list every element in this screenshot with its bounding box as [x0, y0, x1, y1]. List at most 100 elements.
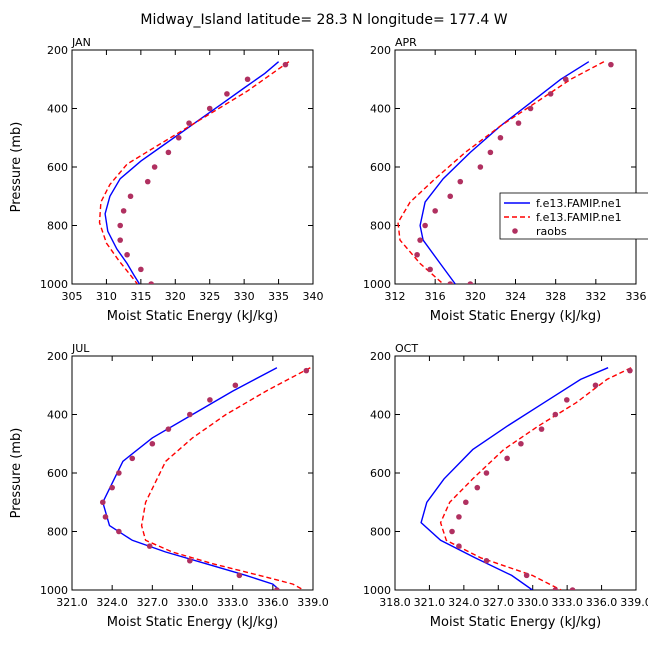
panel-apr: APR 312 316 320 324 328 332 336 200 400 600 800 1000…	[363, 36, 647, 324]
series-group	[420, 367, 633, 590]
y-tick-label: 800	[370, 526, 391, 539]
x-axis-label: Moist Static Energy (kJ/kg)	[430, 309, 601, 324]
x-tick-label: 325	[199, 290, 220, 303]
raobs-point	[456, 514, 462, 520]
y-tick-label: 600	[370, 467, 391, 480]
series-line-solid	[102, 367, 280, 590]
raobs-point	[116, 470, 122, 476]
plot-frame	[394, 355, 637, 591]
x-tick-label: 327.0	[137, 596, 169, 609]
legend-label: raobs	[536, 225, 567, 238]
y-tick-label: 200	[370, 350, 391, 363]
raobs-point	[187, 411, 193, 418]
raobs-point	[175, 134, 182, 141]
raobs-point	[207, 397, 213, 403]
raobs-point	[447, 281, 454, 284]
plot-frame	[394, 49, 637, 285]
panel-label: JAN	[71, 36, 91, 49]
x-tick-label: 339.0	[620, 596, 648, 609]
raobs-point	[515, 120, 522, 126]
x-tick-label: 315	[130, 290, 151, 303]
y-tick-label: 1000	[40, 584, 68, 597]
raobs-point	[99, 499, 106, 506]
raobs-point	[432, 208, 438, 214]
raobs-point	[206, 105, 213, 112]
x-tick-label: 327.0	[483, 596, 515, 609]
raobs-point	[627, 367, 633, 374]
y-tick-label: 200	[47, 44, 68, 57]
raobs-point	[477, 164, 484, 170]
raobs-point	[120, 208, 127, 214]
raobs-point	[483, 470, 490, 476]
raobs-point	[447, 193, 454, 200]
raobs-point	[552, 587, 559, 590]
raobs-point	[518, 440, 524, 447]
panel-oct: OCT 318.0 321.0 324.0 327.0 330.0 333.0 336.0 33…	[363, 342, 648, 630]
raobs-point	[562, 76, 569, 83]
x-tick-label: 321.0	[56, 596, 88, 609]
y-axis-label: Pressure (mb)	[9, 428, 24, 519]
legend-box	[499, 192, 648, 240]
y-tick-label: 1000	[363, 278, 391, 291]
x-axis-label: Moist Static Energy (kJ/kg)	[430, 615, 601, 630]
series-line-solid	[104, 61, 280, 284]
raobs-point	[449, 528, 455, 535]
x-tick-label: 324	[505, 290, 526, 303]
raobs-point	[563, 397, 570, 403]
x-tick-label: 335	[268, 290, 289, 303]
x-tick-label: 340	[303, 290, 324, 303]
raobs-point	[414, 251, 420, 258]
x-tick-label: 324.0	[448, 596, 480, 609]
series-line-solid	[420, 367, 609, 590]
x-tick-label: 324.0	[96, 596, 128, 609]
raobs-point	[569, 587, 576, 590]
plot-frame	[71, 355, 314, 591]
raobs-point	[232, 382, 239, 389]
x-tick-label: 316	[425, 290, 446, 303]
y-tick-label: 600	[47, 467, 68, 480]
raobs-point	[467, 281, 474, 284]
raobs-point	[116, 528, 122, 535]
raobs-point	[422, 222, 428, 229]
x-axis-label: Moist Static Energy (kJ/kg)	[107, 309, 278, 324]
raobs-point	[527, 105, 534, 112]
raobs-point	[149, 440, 156, 447]
series-group	[98, 61, 290, 284]
raobs-point	[117, 237, 123, 243]
x-tick-label: 305	[62, 290, 83, 303]
raobs-point	[127, 193, 134, 200]
x-tick-label: 333.0	[551, 596, 583, 609]
x-tick-label: 330.0	[517, 596, 549, 609]
raobs-point	[487, 149, 494, 156]
y-tick-label: 1000	[40, 278, 68, 291]
x-tick-label: 336.0	[586, 596, 618, 609]
x-tick-label: 320	[465, 290, 486, 303]
legend-label: f.e13.FAMIP.ne1	[536, 197, 622, 210]
x-tick-label: 333.0	[217, 596, 249, 609]
raobs-point	[463, 499, 469, 506]
raobs-point	[608, 61, 614, 68]
x-tick-label: 336	[626, 290, 647, 303]
raobs-point	[165, 149, 172, 156]
raobs-point	[483, 557, 490, 564]
y-tick-label: 200	[47, 350, 68, 363]
x-tick-label: 320	[165, 290, 186, 303]
legend-marker	[512, 228, 518, 234]
x-axis-label: Moist Static Energy (kJ/kg)	[107, 615, 278, 630]
raobs-point	[236, 572, 243, 579]
series-group	[99, 367, 311, 590]
y-tick-label: 800	[370, 220, 391, 233]
raobs-point	[124, 251, 130, 258]
x-tick-label: 310	[96, 290, 117, 303]
raobs-point	[117, 222, 123, 229]
y-axis-label: Pressure (mb)	[9, 122, 24, 213]
raobs-point	[282, 61, 289, 68]
panel-label: OCT	[395, 342, 418, 355]
raobs-point	[224, 91, 230, 97]
series-line-dashed	[439, 367, 632, 590]
raobs-point	[138, 266, 144, 273]
plot-frame	[71, 49, 314, 285]
raobs-point	[187, 557, 193, 564]
legend-label: f.e13.FAMIP.ne1	[536, 211, 622, 224]
